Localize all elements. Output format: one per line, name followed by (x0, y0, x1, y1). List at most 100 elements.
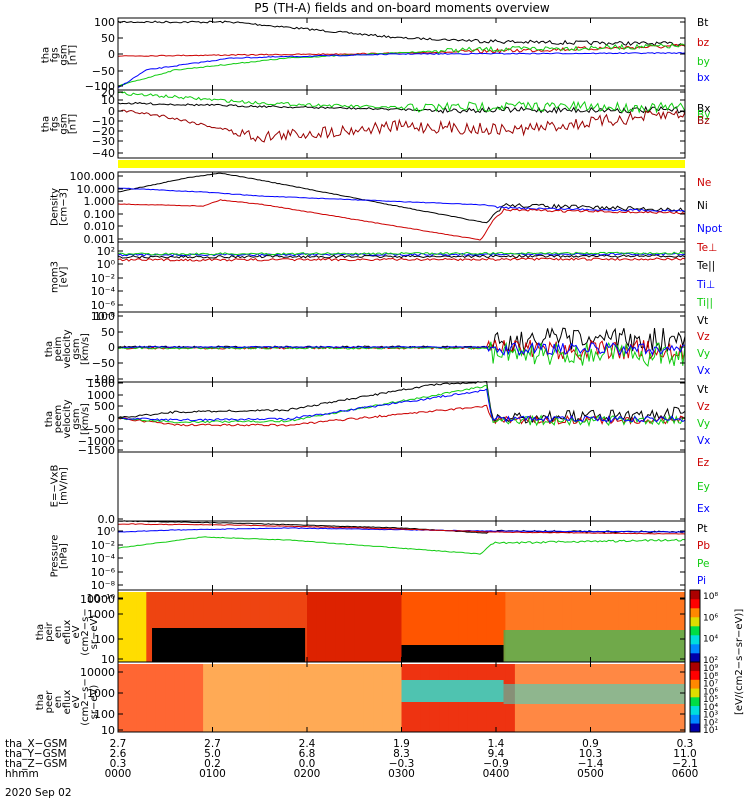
peir-spectrogram-column (439, 592, 450, 662)
peir-spectrogram-column (231, 592, 242, 662)
plot-layer (117, 20, 686, 732)
y-tick-label: −20 (92, 125, 115, 138)
y-tick-label: 10⁰ (97, 258, 116, 271)
axis-row-value: 0.3 (677, 738, 694, 750)
y-tick-label: −10 (92, 115, 115, 128)
axis-row-value: 2.6 (110, 748, 127, 760)
y-tick-label: 100 (94, 310, 115, 323)
density-ni-line (117, 172, 686, 224)
axis-row-value: 0.0 (299, 758, 316, 770)
peir-spectrogram-column (344, 592, 355, 662)
y-axis-label: gsm (71, 408, 82, 429)
colorbar-segment (690, 662, 700, 672)
axis-row-value: 9.4 (488, 748, 505, 760)
temp-tipar-line (117, 251, 686, 256)
legend-pressure-pb: Pb (697, 540, 710, 552)
axis-row-value: 0100 (199, 768, 226, 780)
peer-cyan-region (503, 684, 685, 704)
peir-spectrogram-column (118, 592, 128, 662)
legend-fgs-by: by (697, 56, 710, 68)
legend-density-npot: Npot (697, 223, 722, 235)
colorbar-segment (690, 608, 700, 618)
colorbar-tick-label: 10⁹ (703, 664, 718, 674)
axis-row-value: 0200 (294, 768, 321, 780)
y-axis-label: [eV] (59, 267, 70, 288)
legend-pressure-pe: Pe (697, 558, 709, 570)
temp-teperp-line (117, 257, 686, 262)
peir-spectrogram-column (193, 592, 204, 662)
colorbar-tick-label: 10⁸ (703, 672, 718, 682)
y-tick-label: 10⁻² (91, 272, 115, 285)
y-tick-label: 10⁻⁴ (91, 285, 116, 298)
peir-spectrogram-column (609, 592, 620, 662)
peir-spectrogram-column (401, 592, 412, 662)
peir-spectrogram-column (496, 592, 506, 662)
y-axis-label: tha (35, 624, 46, 640)
colorbar-tick-label: 10² (703, 656, 718, 666)
y-axis-label: [mV/m] (59, 467, 70, 505)
peer-spectrogram-column (146, 664, 157, 732)
y-axis-label: eflux (62, 620, 73, 645)
y-tick-label: 0 (108, 105, 115, 118)
y-axis-label: E=−VxB (50, 465, 61, 508)
y-tick-label: 0 (108, 48, 115, 61)
legend-efield-ex: Ex (697, 503, 710, 515)
colorbar-segment (690, 590, 700, 600)
peir-spectrogram-column (411, 592, 421, 662)
colorbar-segment (690, 723, 700, 733)
y-axis-label: eflux (62, 690, 73, 715)
peir-spectrogram-column (562, 592, 572, 662)
frame-layer: 100500−50−10020100−10−20−30−40100.00010.… (70, 16, 746, 737)
fgs2-bz-line (117, 109, 686, 143)
peem-vx-line (117, 388, 686, 423)
colorbar-segment (690, 635, 700, 645)
y-axis-label: velocity (62, 329, 73, 368)
legend-temp-te||: Te|| (696, 260, 715, 272)
peer-spectrogram-column (344, 664, 355, 732)
axis-row-value: 0400 (483, 768, 510, 780)
y-tick-label: 50 (101, 326, 115, 339)
legend-peim-vt: Vt (697, 315, 708, 327)
axis-row-value: −2.1 (672, 758, 698, 770)
axis-row-value: −0.9 (483, 758, 509, 770)
legend-pressure-pt: Pt (697, 523, 707, 535)
peir-spectrogram-column (675, 592, 686, 662)
y-tick-label: 10 (101, 724, 115, 737)
legend-temp-ti||: Ti|| (696, 297, 713, 309)
colorbar-tick-label: 10⁵ (703, 695, 718, 705)
y-axis-label: tha (35, 694, 46, 710)
peer-spectrogram-column (193, 664, 204, 732)
colorbar-tick-label: 10⁶ (703, 613, 718, 623)
peer-spectrogram-column (212, 664, 223, 732)
peir-spectrogram-column (628, 592, 639, 662)
y-axis-label: eV (71, 625, 82, 638)
legend-density-ne: Ne (697, 177, 711, 189)
footer-layer: tha_X−GSM 2.7 2.7 2.4 1.9 1.4 0.9 0.3 tha_Y−GSM 2… (5, 738, 698, 780)
y-tick-label: −50 (92, 65, 115, 78)
peer-spectrogram-column (392, 664, 402, 732)
y-tick-label: 100.000 (70, 170, 116, 183)
axis-row-value: 10.3 (579, 748, 602, 760)
peer-spectrogram-column (203, 664, 213, 732)
y-tick-label: 0.0 (98, 513, 116, 526)
legend-temp-ti⊥: Ti⊥ (696, 279, 715, 291)
y-axis-label: (cm2−s− (80, 608, 91, 655)
y-axis-label: (cm2−s− (80, 678, 91, 725)
y-tick-label: 1000 (87, 608, 115, 621)
peim-vx-line (117, 341, 686, 357)
plot-title: P5 (TH-A) fields and on-board moments ov… (254, 1, 550, 15)
y-axis-label: Pressure (50, 535, 61, 578)
peir-spectrogram-column (656, 592, 667, 662)
peer-spectrogram-column (165, 664, 176, 732)
colorbar-frame-peer (689, 661, 701, 733)
peer-cyan-region (401, 680, 504, 702)
y-tick-label: 100 (94, 633, 115, 646)
axis-row-value: 6.8 (299, 748, 316, 760)
colorbar-tick-label: 10² (703, 718, 718, 728)
peir-spectrogram-column (212, 592, 223, 662)
y-tick-label: 10⁻⁴ (91, 552, 116, 565)
y-tick-label: 10⁻⁸ (91, 579, 116, 592)
y-tick-label: 1000 (87, 389, 115, 402)
peer-spectrogram-column (118, 664, 128, 732)
